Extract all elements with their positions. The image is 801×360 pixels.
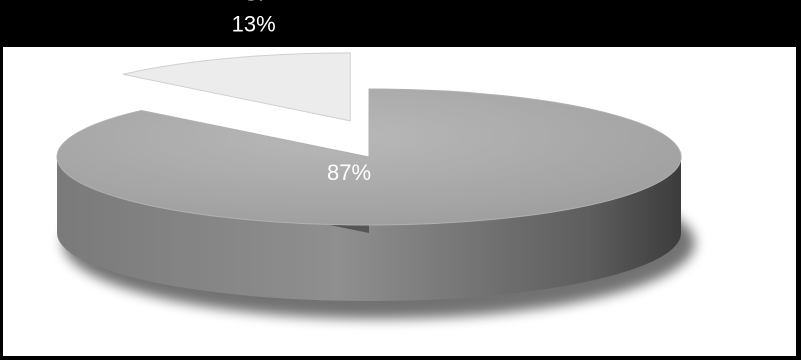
pie-label-no: NO — [333, 129, 366, 154]
pie-value-label-no: 87% — [327, 160, 371, 185]
pie-slice-si — [122, 52, 351, 122]
pie-label-si: SI — [243, 0, 264, 5]
pie-slice-no — [56, 88, 682, 301]
pie-value-label-si: 13% — [232, 11, 276, 36]
